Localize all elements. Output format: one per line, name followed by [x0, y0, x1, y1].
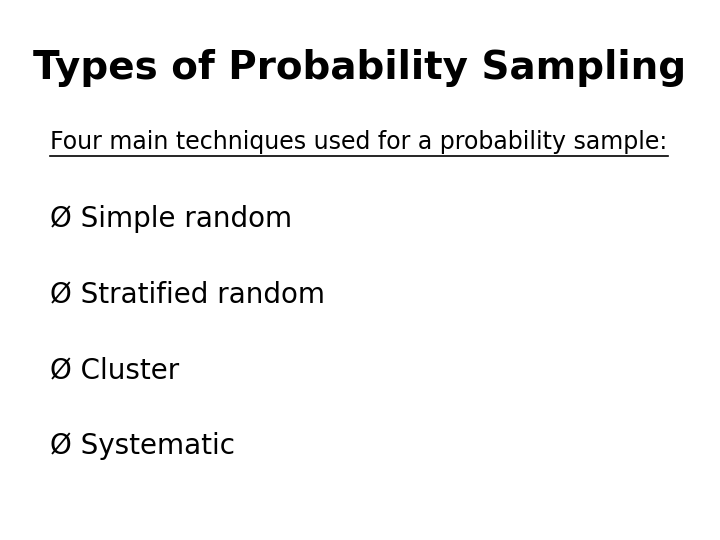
- Text: Ø Simple random: Ø Simple random: [50, 205, 292, 233]
- Text: Types of Probability Sampling: Types of Probability Sampling: [33, 49, 687, 86]
- Text: Ø Stratified random: Ø Stratified random: [50, 281, 325, 309]
- Text: Four main techniques used for a probability sample:: Four main techniques used for a probabil…: [50, 130, 667, 153]
- Text: Ø Systematic: Ø Systematic: [50, 432, 235, 460]
- Text: Ø Cluster: Ø Cluster: [50, 356, 180, 384]
